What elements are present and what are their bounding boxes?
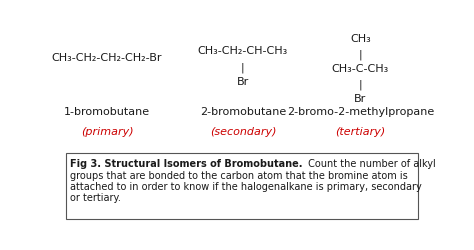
- Text: Br: Br: [355, 94, 366, 104]
- Text: CH₃-CH₂-CH-CH₃: CH₃-CH₂-CH-CH₃: [198, 46, 288, 55]
- Text: 1-bromobutane: 1-bromobutane: [64, 107, 150, 117]
- Text: groups that are bonded to the carbon atom that the bromine atom is: groups that are bonded to the carbon ato…: [70, 170, 408, 180]
- Text: Fig 3. Structural Isomers of Bromobutane.: Fig 3. Structural Isomers of Bromobutane…: [70, 159, 303, 169]
- FancyBboxPatch shape: [66, 154, 418, 220]
- Text: (primary): (primary): [81, 126, 133, 136]
- Text: (secondary): (secondary): [210, 126, 276, 136]
- Text: 2-bromo-2-methylpropane: 2-bromo-2-methylpropane: [287, 107, 434, 117]
- Text: (tertiary): (tertiary): [335, 126, 386, 136]
- Text: CH₃: CH₃: [350, 34, 371, 44]
- Text: or tertiary.: or tertiary.: [70, 192, 121, 202]
- Text: |: |: [359, 49, 362, 60]
- Text: Count the number of alkyl: Count the number of alkyl: [305, 159, 435, 169]
- Text: attached to in order to know if the halogenalkane is primary, secondary: attached to in order to know if the halo…: [70, 181, 422, 191]
- Text: |: |: [241, 63, 245, 73]
- Text: 2-bromobutane: 2-bromobutane: [200, 107, 286, 117]
- Text: |: |: [359, 79, 362, 90]
- Text: Br: Br: [237, 77, 249, 87]
- Text: CH₃-CH₂-CH₂-CH₂-Br: CH₃-CH₂-CH₂-CH₂-Br: [52, 53, 162, 63]
- Text: CH₃-C-CH₃: CH₃-C-CH₃: [332, 64, 389, 74]
